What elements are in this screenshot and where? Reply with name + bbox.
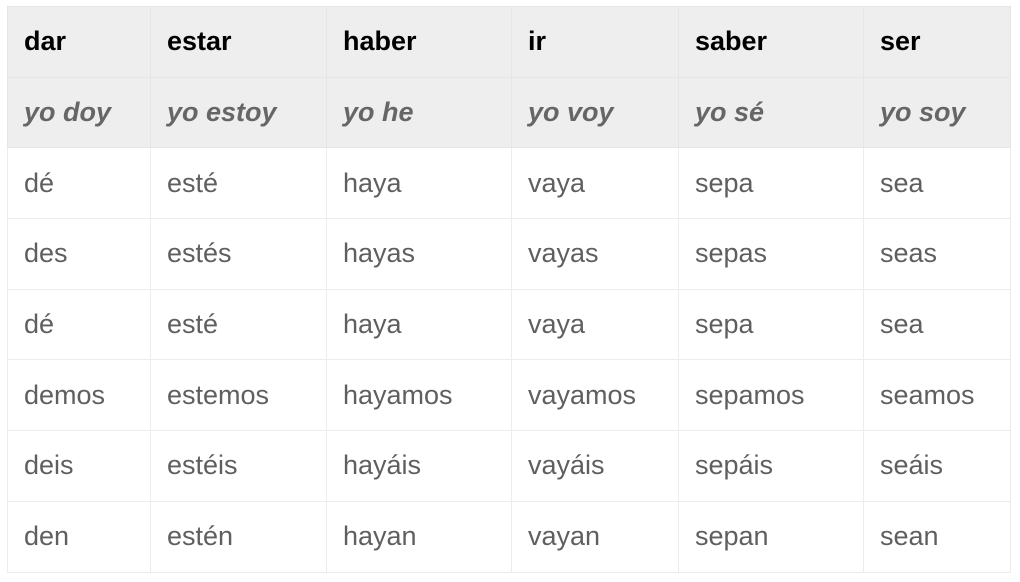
table-row: demos estemos hayamos vayamos sepamos seamos bbox=[7, 359, 1011, 432]
table-cell: seas bbox=[863, 218, 1011, 290]
header-row: dar estar haber ir saber ser bbox=[7, 6, 1011, 78]
table-row: deis estéis hayáis vayáis sepáis seáis bbox=[7, 430, 1011, 502]
table-cell: hayamos bbox=[326, 359, 512, 432]
conjugation-table: dar estar haber ir saber ser yo doy yo e… bbox=[7, 6, 1011, 573]
table-cell: estés bbox=[150, 218, 327, 290]
table-cell: dé bbox=[7, 288, 151, 361]
yo-form-cell: yo sé bbox=[678, 76, 864, 149]
header-cell: saber bbox=[678, 6, 864, 78]
table-cell: vaya bbox=[511, 147, 679, 220]
table-cell: dé bbox=[7, 147, 151, 220]
table-row: den estén hayan vayan sepan sean bbox=[7, 500, 1011, 573]
table-row: dé esté haya vaya sepa sea bbox=[7, 147, 1011, 220]
table-cell: deis bbox=[7, 430, 151, 502]
table-cell: sepa bbox=[678, 147, 864, 220]
table-cell: vayan bbox=[511, 500, 679, 573]
table-cell: sean bbox=[863, 500, 1011, 573]
table-cell: hayan bbox=[326, 500, 512, 573]
table-cell: sepamos bbox=[678, 359, 864, 432]
table-cell: vayamos bbox=[511, 359, 679, 432]
table-cell: seamos bbox=[863, 359, 1011, 432]
table-cell: vayas bbox=[511, 218, 679, 290]
header-cell: ser bbox=[863, 6, 1011, 78]
header-cell: estar bbox=[150, 6, 327, 78]
table-cell: vayáis bbox=[511, 430, 679, 502]
table-cell: sea bbox=[863, 288, 1011, 361]
yo-form-cell: yo he bbox=[326, 76, 512, 149]
table-cell: vaya bbox=[511, 288, 679, 361]
table-cell: sepas bbox=[678, 218, 864, 290]
table-cell: sepáis bbox=[678, 430, 864, 502]
yo-form-cell: yo estoy bbox=[150, 76, 327, 149]
table-cell: estemos bbox=[150, 359, 327, 432]
table-cell: sepa bbox=[678, 288, 864, 361]
table-cell: estén bbox=[150, 500, 327, 573]
yo-form-cell: yo voy bbox=[511, 76, 679, 149]
table-cell: seáis bbox=[863, 430, 1011, 502]
yo-form-cell: yo doy bbox=[7, 76, 151, 149]
table-cell: esté bbox=[150, 147, 327, 220]
table-cell: estéis bbox=[150, 430, 327, 502]
table-cell: haya bbox=[326, 147, 512, 220]
header-cell: dar bbox=[7, 6, 151, 78]
table-cell: demos bbox=[7, 359, 151, 432]
table-cell: den bbox=[7, 500, 151, 573]
table-cell: esté bbox=[150, 288, 327, 361]
table-cell: sea bbox=[863, 147, 1011, 220]
table-cell: hayas bbox=[326, 218, 512, 290]
header-cell: haber bbox=[326, 6, 512, 78]
table-cell: sepan bbox=[678, 500, 864, 573]
yo-form-row: yo doy yo estoy yo he yo voy yo sé yo so… bbox=[7, 76, 1011, 149]
header-cell: ir bbox=[511, 6, 679, 78]
table-cell: haya bbox=[326, 288, 512, 361]
table-cell: des bbox=[7, 218, 151, 290]
yo-form-cell: yo soy bbox=[863, 76, 1011, 149]
table-row: des estés hayas vayas sepas seas bbox=[7, 218, 1011, 290]
table-row: dé esté haya vaya sepa sea bbox=[7, 288, 1011, 361]
table-cell: hayáis bbox=[326, 430, 512, 502]
